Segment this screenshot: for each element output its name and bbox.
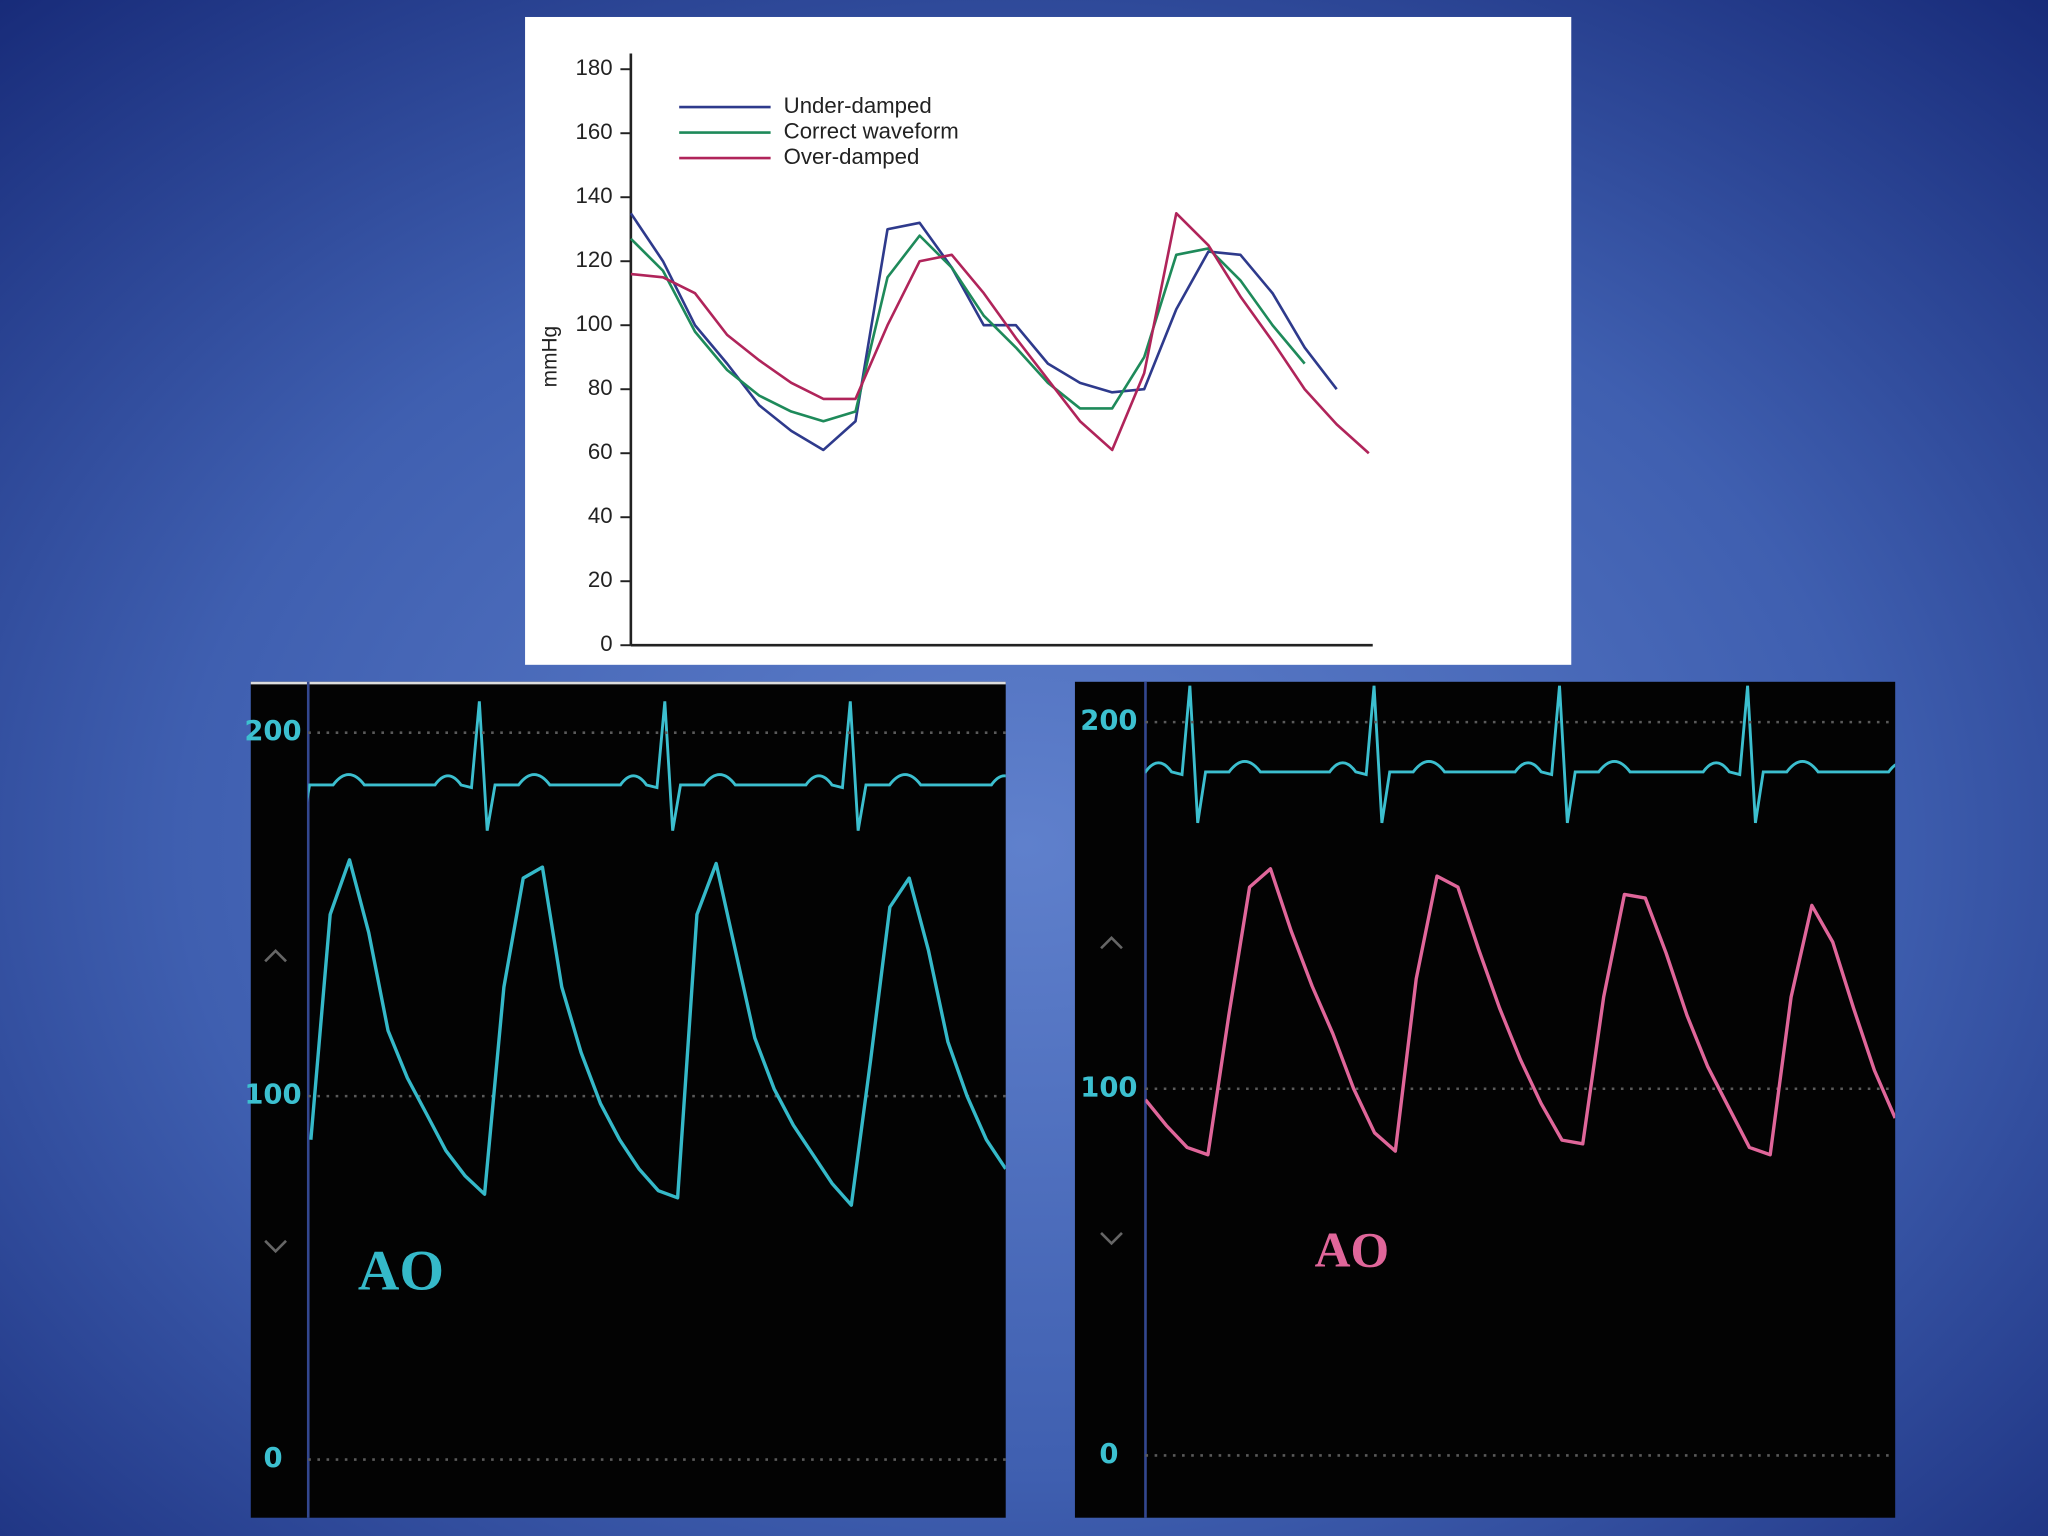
scale-down-icon (1100, 1232, 1123, 1246)
y-tick-label: 20 (588, 567, 613, 592)
annotation: AO (358, 1239, 444, 1302)
ecg-line (1145, 685, 1896, 824)
y-tick-label: 100 (576, 311, 613, 336)
annotation: AO (1315, 1223, 1389, 1278)
y-tick-label: 60 (588, 439, 613, 464)
series-line (629, 212, 1338, 452)
y-axis-label: mmHg (539, 326, 562, 387)
y-tick-label: 40 (588, 503, 613, 528)
y-tick-label: 0 (1099, 1439, 1118, 1470)
y-tick-label: 120 (576, 247, 613, 272)
y-tick-label: 200 (1080, 706, 1137, 737)
y-tick-label: 100 (244, 1080, 301, 1111)
figure-panel (525, 16, 1572, 665)
legend-label: Over-damped (784, 144, 920, 169)
scale-up-icon (264, 949, 287, 963)
y-tick-label: 160 (576, 119, 613, 144)
scale-up-icon (1100, 935, 1123, 950)
y-tick-label: 100 (1080, 1072, 1137, 1103)
y-tick-label: 0 (263, 1443, 282, 1474)
series-line (1145, 867, 1896, 1157)
legend-label: Correct waveform (784, 118, 959, 143)
y-tick-label: 180 (576, 55, 613, 80)
scale-down-icon (264, 1239, 287, 1254)
ecg-trace (1145, 685, 1896, 824)
y-tick-label: 200 (244, 716, 301, 747)
legend-label: Under-damped (784, 93, 932, 118)
series-line (629, 234, 1306, 423)
series-line (630, 211, 1370, 455)
ecg-trace (308, 701, 1006, 831)
y-tick-label: 80 (588, 375, 613, 400)
monitor-panel (1074, 681, 1896, 1518)
ecg-line (308, 701, 1006, 831)
monitor-panel (250, 681, 1006, 1518)
series-line (309, 858, 1006, 1207)
y-tick-label: 0 (600, 631, 612, 656)
y-tick-label: 140 (576, 183, 613, 208)
